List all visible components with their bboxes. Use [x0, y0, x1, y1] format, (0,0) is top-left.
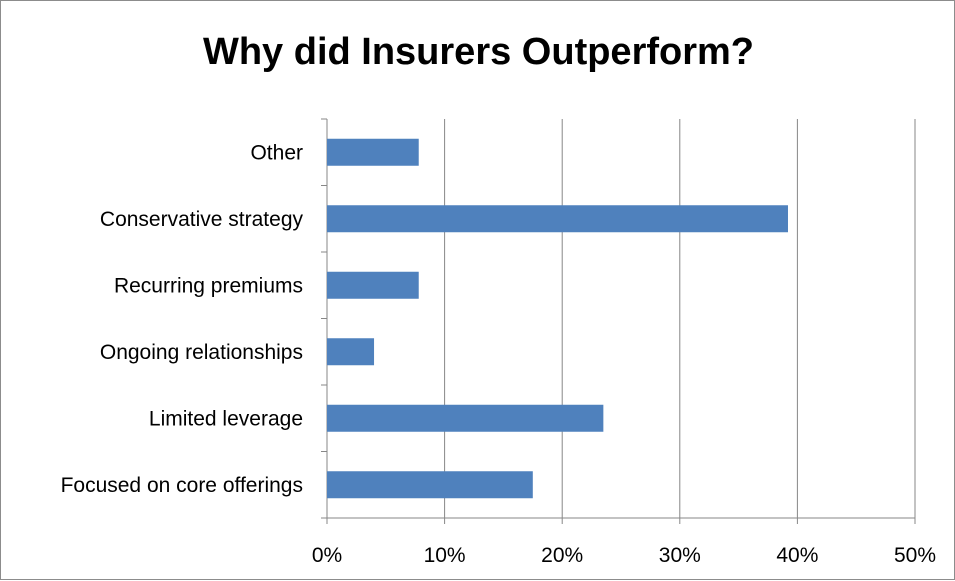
bar-5 [327, 138, 419, 166]
x-tick-label-4: 40% [776, 544, 818, 567]
bar-1 [327, 404, 604, 432]
bar-2 [327, 338, 375, 366]
category-label-5: Other [250, 141, 303, 164]
x-tick-label-1: 10% [424, 544, 466, 567]
x-tick-label-0: 0% [312, 544, 342, 567]
chart-title: Why did Insurers Outperform? [202, 31, 755, 73]
category-label-2: Ongoing relationships [100, 341, 303, 364]
x-tick-label-5: 50% [894, 544, 936, 567]
bar-4 [327, 205, 788, 233]
x-tick-label-2: 20% [541, 544, 583, 567]
bar-3 [327, 271, 419, 299]
category-label-1: Limited leverage [149, 407, 303, 430]
bar-0 [327, 471, 533, 499]
category-label-4: Conservative strategy [100, 208, 304, 231]
x-tick-label-3: 30% [659, 544, 701, 567]
category-label-3: Recurring premiums [114, 274, 303, 297]
category-label-0: Focused on core offerings [61, 474, 303, 497]
